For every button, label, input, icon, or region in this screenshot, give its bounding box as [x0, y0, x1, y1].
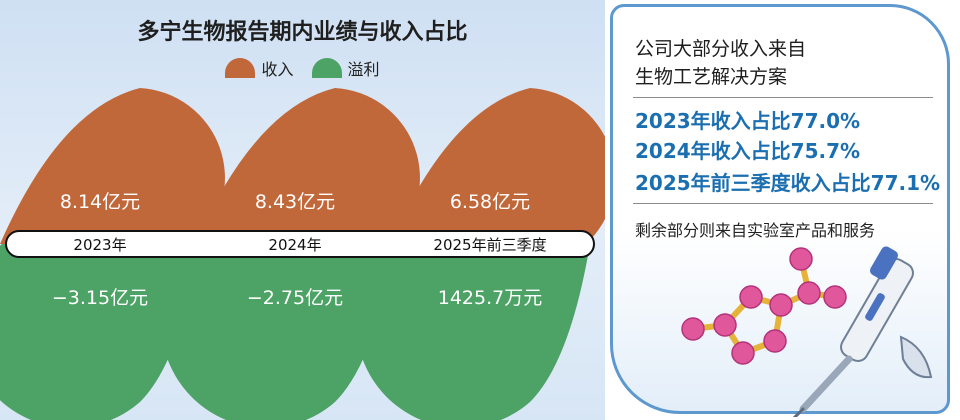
- revenue-label-0: 8.14亿元: [60, 191, 140, 213]
- revenue-fan-2: [390, 88, 605, 244]
- chart-legend: 收入 溢利: [0, 56, 605, 80]
- revenue-fan-1: [195, 88, 420, 244]
- profit-label-1: −2.75亿元: [247, 287, 343, 309]
- revenue-fan-0: [0, 88, 225, 244]
- revenue-share-panel: 公司大部分收入来自 生物工艺解决方案 2023年收入占比77.0% 2024年收…: [610, 4, 950, 417]
- panel-note: 剩余部分则来自实验室产品和服务: [635, 221, 876, 240]
- revenue-label-2: 6.58亿元: [450, 191, 530, 213]
- stat-2024-share: 2024年收入占比75.7%: [635, 139, 861, 163]
- category-band: [5, 230, 595, 258]
- category-label-0: 2023年: [73, 236, 126, 254]
- panel-divider-bottom: [633, 203, 933, 204]
- legend-item-profit: 溢利: [311, 56, 380, 80]
- profit-label-0: −3.15亿元: [52, 287, 148, 309]
- stat-2023-share: 2023年收入占比77.0%: [635, 109, 861, 133]
- profit-fan-1: [161, 244, 395, 420]
- legend-swatch-profit: [311, 58, 342, 78]
- molecule-and-pipette-icon: [681, 246, 933, 417]
- profit-fan-0: [0, 244, 200, 420]
- panel-title-line2: 生物工艺解决方案: [635, 66, 788, 88]
- panel-title: 公司大部分收入来自 生物工艺解决方案: [635, 35, 935, 91]
- panel-title-line1: 公司大部分收入来自: [635, 38, 807, 60]
- chart-title: 多宁生物报告期内业绩与收入占比: [137, 20, 468, 45]
- revenue-label-1: 8.43亿元: [255, 191, 335, 213]
- legend-label-profit: 溢利: [347, 60, 380, 79]
- legend-label-revenue: 收入: [261, 60, 294, 79]
- legend-item-revenue: 收入: [225, 56, 294, 80]
- category-label-2: 2025年前三季度: [433, 236, 546, 254]
- panel-divider-top: [633, 97, 933, 98]
- profit-label-2: 1425.7万元: [438, 287, 542, 309]
- category-label-1: 2024年: [268, 236, 321, 254]
- profit-fan-2: [356, 244, 590, 420]
- legend-swatch-revenue: [225, 58, 256, 78]
- chart-plot: 2023年 8.14亿元 −3.15亿元 2024年 8.43亿元 −2.75亿元 2025…: [0, 88, 605, 420]
- stat-2025q3-share: 2025年前三季度收入占比77.1%: [635, 171, 941, 195]
